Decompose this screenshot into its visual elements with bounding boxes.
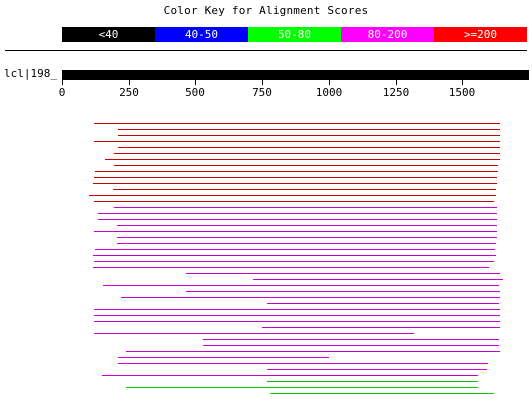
alignment-hit-line[interactable] — [267, 369, 487, 370]
alignment-hit-line[interactable] — [203, 345, 499, 346]
alignment-hit-line[interactable] — [94, 321, 500, 322]
alignment-hit-line[interactable] — [117, 243, 496, 244]
axis-tick-label: 0 — [58, 86, 66, 99]
alignment-hit-line[interactable] — [94, 201, 494, 202]
alignment-hit-line[interactable] — [113, 189, 496, 190]
alignment-hit-line[interactable] — [267, 303, 499, 304]
alignment-hit-line[interactable] — [121, 297, 500, 298]
color-key-cell: >=200 — [434, 27, 527, 42]
axis-tick-label: 1250 — [382, 86, 410, 99]
axis-tick-label: 250 — [119, 86, 139, 99]
alignment-hit-line[interactable] — [94, 123, 500, 124]
alignment-hit-line[interactable] — [203, 339, 499, 340]
alignment-hit-line[interactable] — [105, 159, 500, 160]
axis-tick — [462, 80, 463, 85]
color-key-cell: 50-80 — [248, 27, 341, 42]
alignment-hit-line[interactable] — [93, 267, 489, 268]
alignment-hit-line[interactable] — [94, 309, 500, 310]
alignment-hit-line[interactable] — [186, 273, 500, 274]
alignment-hit-line[interactable] — [94, 231, 497, 232]
axis-tick — [329, 80, 330, 85]
alignment-hit-line[interactable] — [253, 279, 503, 280]
alignment-hit-line[interactable] — [126, 351, 500, 352]
color-key-label: 50-80 — [277, 28, 312, 41]
alignment-hit-line[interactable] — [93, 183, 497, 184]
color-key-label: >=200 — [463, 28, 498, 41]
query-axis: 0 250 500 750 1000 1250 1500 — [0, 80, 532, 104]
alignment-hit-line[interactable] — [102, 375, 478, 376]
alignment-hit-line[interactable] — [98, 213, 497, 214]
alignment-hit-line[interactable] — [95, 171, 498, 172]
axis-tick — [129, 80, 130, 85]
alignment-hit-line[interactable] — [93, 255, 496, 256]
alignment-hit-line[interactable] — [118, 135, 500, 136]
alignment-hit-line[interactable] — [118, 129, 500, 130]
alignment-hit-line[interactable] — [117, 237, 497, 238]
color-key-title: Color Key for Alignment Scores — [163, 4, 369, 17]
alignment-hit-line[interactable] — [114, 165, 498, 166]
alignment-hit-line[interactable] — [118, 363, 488, 364]
color-key-cell: 80-200 — [341, 27, 434, 42]
axis-tick — [195, 80, 196, 85]
alignment-hit-line[interactable] — [117, 225, 497, 226]
axis-tick — [62, 80, 63, 85]
axis-tick-label: 1000 — [315, 86, 343, 99]
alignment-hit-line[interactable] — [118, 147, 500, 148]
alignment-hit-line[interactable] — [94, 315, 500, 316]
query-label: lcl|198_ — [4, 67, 57, 80]
alignment-hit-line[interactable] — [114, 153, 500, 154]
alignment-hit-line[interactable] — [114, 207, 497, 208]
color-key-label: 80-200 — [367, 28, 408, 41]
alignment-hit-line[interactable] — [95, 249, 495, 250]
alignment-hit-line[interactable] — [94, 333, 414, 334]
alignment-hit-line[interactable] — [103, 285, 499, 286]
color-key-cell: <40 — [62, 27, 155, 42]
color-key-label: 40-50 — [184, 28, 219, 41]
alignment-hit-line[interactable] — [94, 141, 500, 142]
axis-tick — [396, 80, 397, 85]
alignment-hit-line[interactable] — [262, 327, 500, 328]
alignment-hit-line[interactable] — [98, 219, 497, 220]
alignment-hit-line[interactable] — [94, 177, 497, 178]
alignment-hit-line[interactable] — [94, 261, 494, 262]
color-key-cell: 40-50 — [155, 27, 248, 42]
alignment-hit-line[interactable] — [118, 357, 329, 358]
alignment-hit-line[interactable] — [270, 393, 494, 394]
axis-tick-label: 750 — [252, 86, 272, 99]
color-key-label: <40 — [98, 28, 119, 41]
divider — [5, 50, 527, 51]
alignment-hit-line[interactable] — [89, 195, 496, 196]
alignment-hit-line[interactable] — [267, 381, 478, 382]
color-key: <40 40-50 50-80 80-200 >=200 — [62, 27, 527, 42]
alignment-hit-line[interactable] — [126, 387, 478, 388]
axis-tick-label: 1500 — [448, 86, 476, 99]
axis-tick — [262, 80, 263, 85]
query-bar — [62, 70, 529, 80]
axis-tick-label: 500 — [185, 86, 205, 99]
alignment-hit-line[interactable] — [186, 291, 500, 292]
